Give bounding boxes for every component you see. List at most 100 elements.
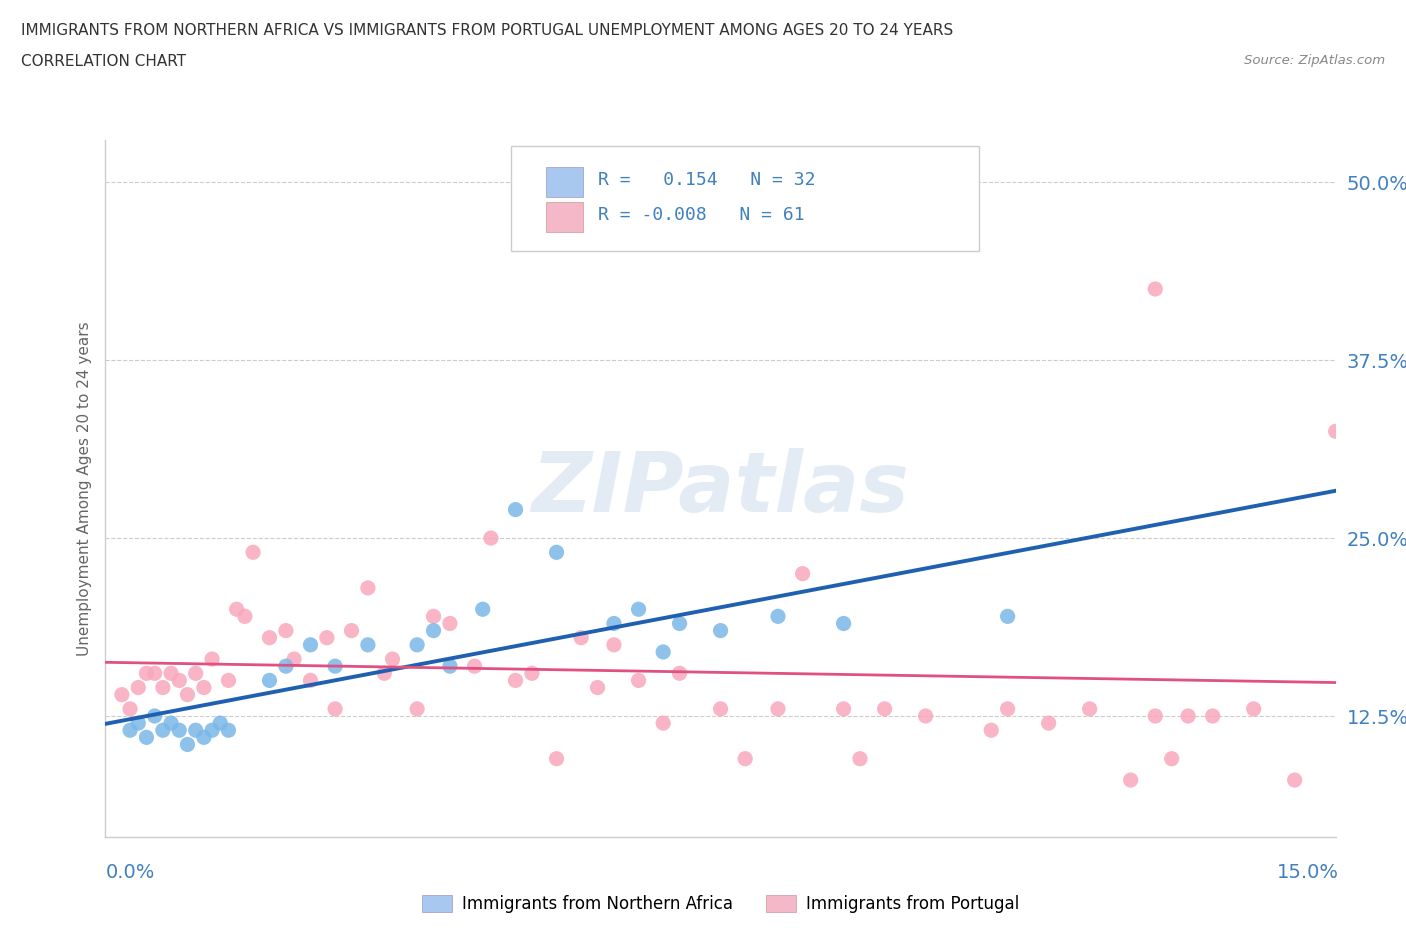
Point	[668, 616, 690, 631]
Point	[1324, 424, 1347, 439]
Point	[439, 616, 461, 631]
Point	[193, 680, 215, 695]
Point	[980, 723, 1002, 737]
Point	[1243, 701, 1265, 716]
Point	[274, 658, 297, 673]
Point	[357, 637, 380, 652]
Point	[176, 687, 198, 702]
Point	[766, 701, 789, 716]
Point	[120, 701, 141, 716]
Point	[546, 545, 568, 560]
Point	[127, 716, 149, 731]
Point	[832, 616, 855, 631]
Point	[259, 631, 281, 645]
Point	[652, 716, 675, 731]
Point	[127, 680, 149, 695]
Point	[1144, 282, 1167, 297]
Point	[406, 701, 429, 716]
Point	[135, 730, 157, 745]
Point	[274, 623, 297, 638]
Point	[627, 673, 650, 688]
Point	[627, 602, 650, 617]
Point	[1119, 773, 1142, 788]
Text: 15.0%: 15.0%	[1277, 863, 1339, 882]
Point	[242, 545, 264, 560]
Point	[766, 609, 789, 624]
Point	[792, 566, 814, 581]
Point	[169, 673, 191, 688]
Legend: Immigrants from Northern Africa, Immigrants from Portugal: Immigrants from Northern Africa, Immigra…	[415, 888, 1026, 920]
Point	[603, 616, 626, 631]
Point	[143, 666, 166, 681]
Point	[439, 658, 461, 673]
Text: R = -0.008   N = 61: R = -0.008 N = 61	[598, 206, 804, 224]
Point	[586, 680, 609, 695]
Point	[873, 701, 896, 716]
Point	[160, 666, 183, 681]
Point	[323, 658, 346, 673]
Point	[160, 716, 183, 731]
Point	[479, 531, 502, 546]
Text: CORRELATION CHART: CORRELATION CHART	[21, 54, 186, 69]
Point	[505, 673, 527, 688]
Point	[120, 723, 141, 737]
FancyBboxPatch shape	[512, 147, 979, 251]
Point	[1177, 709, 1199, 724]
Point	[357, 580, 380, 595]
Point	[218, 723, 240, 737]
Point	[1078, 701, 1101, 716]
Text: Source: ZipAtlas.com: Source: ZipAtlas.com	[1244, 54, 1385, 67]
Point	[406, 637, 429, 652]
Point	[652, 644, 675, 659]
Point	[373, 666, 395, 681]
Point	[184, 723, 207, 737]
Point	[668, 666, 690, 681]
Point	[1284, 773, 1306, 788]
Point	[569, 631, 592, 645]
Point	[233, 609, 256, 624]
Point	[152, 680, 174, 695]
Bar	[546, 203, 583, 232]
Point	[914, 709, 936, 724]
Point	[1202, 709, 1225, 724]
Point	[299, 673, 322, 688]
Point	[603, 637, 626, 652]
Point	[152, 723, 174, 737]
Point	[176, 737, 198, 752]
Bar	[546, 167, 583, 197]
Text: 0.0%: 0.0%	[105, 863, 155, 882]
Point	[710, 701, 733, 716]
Point	[464, 658, 486, 673]
Point	[218, 673, 240, 688]
Point	[201, 652, 224, 667]
Text: R =   0.154   N = 32: R = 0.154 N = 32	[598, 171, 815, 189]
Text: ZIPatlas: ZIPatlas	[531, 447, 910, 529]
Point	[422, 609, 444, 624]
Point	[143, 709, 166, 724]
Point	[201, 723, 224, 737]
Point	[997, 609, 1019, 624]
Point	[259, 673, 281, 688]
Point	[1160, 751, 1182, 766]
Point	[340, 623, 363, 638]
Point	[832, 701, 855, 716]
Point	[111, 687, 134, 702]
Point	[193, 730, 215, 745]
Point	[546, 751, 568, 766]
Y-axis label: Unemployment Among Ages 20 to 24 years: Unemployment Among Ages 20 to 24 years	[76, 321, 91, 656]
Point	[299, 637, 322, 652]
Point	[135, 666, 157, 681]
Point	[1144, 709, 1167, 724]
Point	[997, 701, 1019, 716]
Point	[323, 701, 346, 716]
Point	[169, 723, 191, 737]
Point	[283, 652, 305, 667]
Point	[710, 623, 733, 638]
Point	[422, 623, 444, 638]
Point	[520, 666, 543, 681]
Point	[505, 502, 527, 517]
Point	[849, 751, 872, 766]
Point	[1038, 716, 1060, 731]
Point	[734, 751, 756, 766]
Point	[316, 631, 339, 645]
